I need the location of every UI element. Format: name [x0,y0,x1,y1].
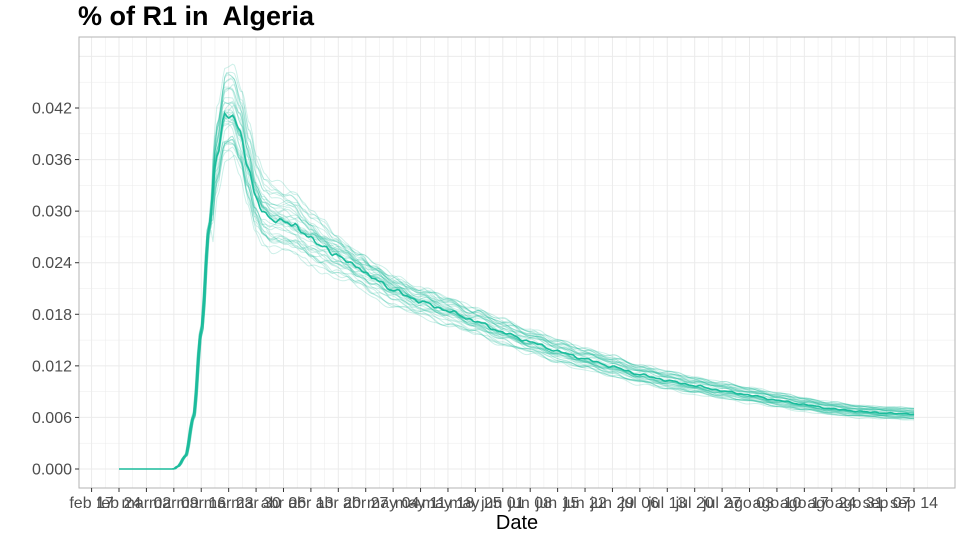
axes: 0.000 0.006 0.012 0.018 0.024 0.030 0.036 0.042… [32,101,938,535]
ensemble-line [119,77,915,470]
x-tick-label: mar 16 [176,495,226,512]
y-tick-label: 0.024 [32,255,72,272]
ensemble-line [119,74,914,470]
ensemble-line [119,100,915,470]
x-tick-label: jun 01 [480,495,525,512]
ensemble-line [119,87,915,470]
x-tick-label: abr 13 [288,495,333,512]
ensemble-line [119,142,915,470]
ensemble-line [119,63,914,470]
chart-title: % of R1 in Algeria [78,1,315,31]
x-tick-label: jun 29 [590,495,635,512]
x-tick-label: jul 27 [702,495,741,512]
ensemble-line [119,123,915,470]
ensemble-line [119,146,915,470]
ensemble-line [119,138,915,470]
x-tick-label: mar 23 [204,495,254,512]
y-tick-label: 0.000 [32,462,72,479]
ensemble-line [119,123,915,470]
x-tick-label: jul 20 [675,495,714,512]
y-tick-label: 0.012 [32,358,72,375]
x-tick-label: may 18 [422,495,475,512]
x-tick-label: abr 27 [343,495,388,512]
x-tick-label: sep 07 [863,495,911,512]
y-tick-label: 0.036 [32,152,72,169]
ensemble-line [119,97,915,470]
x-axis-title: Date [496,512,538,534]
ensemble-line [119,104,915,470]
x-tick-label: ago 31 [835,495,884,512]
ensemble-line [119,78,915,470]
ensemble-line [119,116,915,470]
x-tick-label: jun 22 [562,495,607,512]
ensemble-line [119,110,915,470]
ensemble-line [119,135,915,470]
ensemble-line [119,142,915,470]
x-tick-label: mar 09 [149,495,199,512]
ensemble-line [119,139,914,470]
x-tick-label: abr 20 [316,495,361,512]
y-tick-label: 0.030 [32,204,72,221]
ensemble-line [119,115,915,470]
grid [79,37,955,488]
x-tick-label: may 25 [449,495,502,512]
x-tick-label: feb 17 [69,495,114,512]
median-line-group [119,111,915,470]
x-tick-label: ago 17 [780,495,829,512]
x-tick-label: abr 06 [261,495,306,512]
ensemble-line [119,86,915,470]
x-tick-label: ago 03 [725,495,774,512]
x-tick-label: feb 24 [97,495,142,512]
y-tick-label: 0.042 [32,101,72,118]
y-tick-label: 0.018 [32,307,72,324]
y-tick-label: 0.006 [32,410,72,427]
ensemble-line [119,102,915,470]
x-tick-label: sep 14 [890,495,938,512]
x-tick-label: may 11 [395,495,446,512]
ensemble-line [119,135,915,470]
x-tick-label: ago 24 [807,495,856,512]
x-tick-label: mar 02 [122,495,172,512]
ensemble-line [119,154,915,470]
ensemble-line [119,139,915,470]
x-tick-label: mar 30 [231,495,281,512]
x-tick-label: jul 13 [647,495,686,512]
median-line [119,111,915,470]
ensemble-line [119,71,915,470]
x-tick-label: jun 15 [535,495,580,512]
x-tick-label: may 04 [367,495,420,512]
ensemble-line [119,102,915,470]
ensemble-line [119,84,915,470]
ensemble-line [119,99,915,470]
x-tick-label: jun 08 [507,495,552,512]
x-tick-label: jul 06 [620,495,659,512]
x-tick-label: ago 10 [752,495,801,512]
